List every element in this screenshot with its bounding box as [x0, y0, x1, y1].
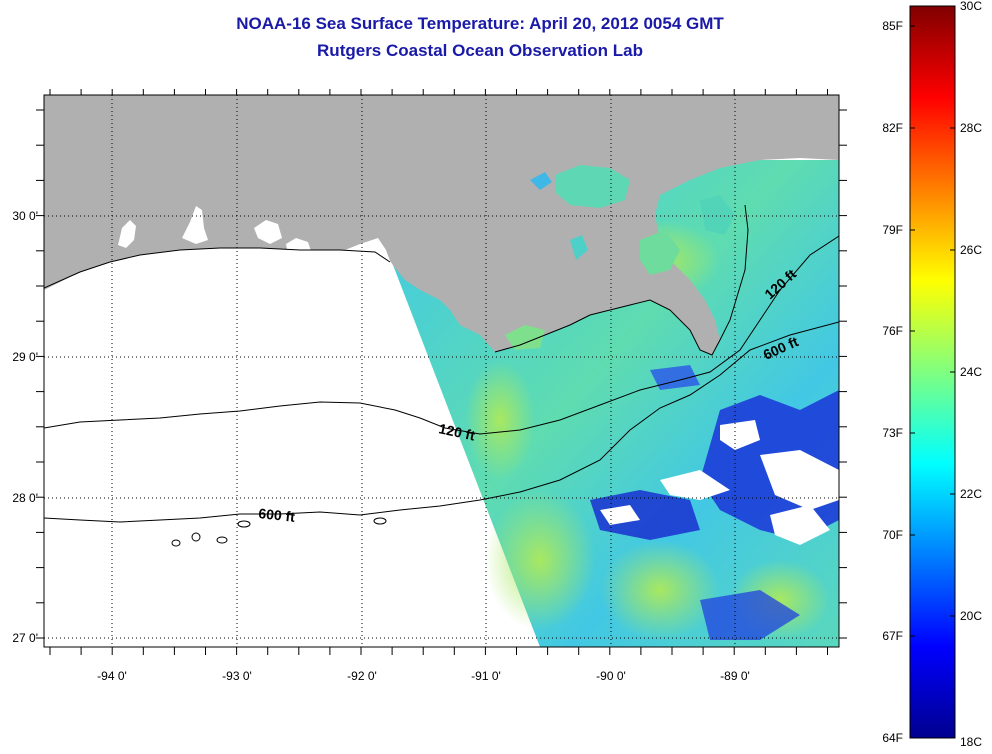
bay — [700, 195, 735, 235]
colorbar-c-label: 20C — [960, 609, 982, 623]
lon-label: -92 0' — [347, 669, 377, 683]
colorbar-c-label: 24C — [960, 365, 982, 379]
colorbar — [909, 5, 956, 739]
map-border — [43, 94, 840, 648]
lake — [118, 220, 136, 248]
colorbar-c-label: 26C — [960, 243, 982, 257]
lat-label: 27 0' — [12, 631, 38, 645]
colorbar-f-label: 85F — [882, 19, 903, 33]
colorbar-f-label: 79F — [882, 223, 903, 237]
bay — [530, 172, 552, 190]
colorbar-f-label: 73F — [882, 426, 903, 440]
colorbar-f-label: 64F — [882, 731, 903, 745]
contour-label-120ft-west: 120 ft — [437, 420, 476, 443]
colorbar-f-label: 82F — [882, 121, 903, 135]
bay — [640, 230, 680, 275]
land-mass — [44, 95, 839, 355]
contour-600ft — [44, 321, 839, 523]
lat-label: 29 0' — [12, 350, 38, 364]
colorbar-ticks — [910, 25, 955, 637]
lat-label: 28 0' — [12, 491, 38, 505]
lat-label: 30 0' — [12, 209, 38, 223]
lake — [286, 238, 312, 258]
lon-label: -90 0' — [596, 669, 626, 683]
shoals — [171, 517, 387, 547]
lake — [182, 206, 208, 244]
lon-label: -91 0' — [471, 669, 501, 683]
colorbar-c-label: 18C — [960, 735, 982, 749]
axis-ticks — [36, 89, 847, 655]
colorbar-c-label: 22C — [960, 487, 982, 501]
colorbar-f-label: 76F — [882, 324, 903, 338]
grid-lines — [44, 95, 839, 647]
bay — [570, 235, 588, 260]
lake — [340, 238, 392, 272]
contour-label-600ft-west: 600 ft — [258, 505, 296, 525]
lon-label: -94 0' — [97, 669, 127, 683]
contour-120ft — [44, 235, 839, 435]
colorbar-f-label: 67F — [882, 629, 903, 643]
coastline-west — [44, 247, 391, 289]
colorbar-f-label: 70F — [882, 528, 903, 542]
bay — [505, 325, 545, 350]
lake — [254, 220, 282, 244]
map-title: NOAA-16 Sea Surface Temperature: April 2… — [236, 14, 724, 33]
colorbar-c-label: 30C — [960, 0, 982, 13]
map-subtitle: Rutgers Coastal Ocean Observation Lab — [317, 41, 643, 60]
lon-label: -93 0' — [222, 669, 252, 683]
colorbar-c-label: 28C — [960, 121, 982, 135]
lon-label: -89 0' — [720, 669, 750, 683]
